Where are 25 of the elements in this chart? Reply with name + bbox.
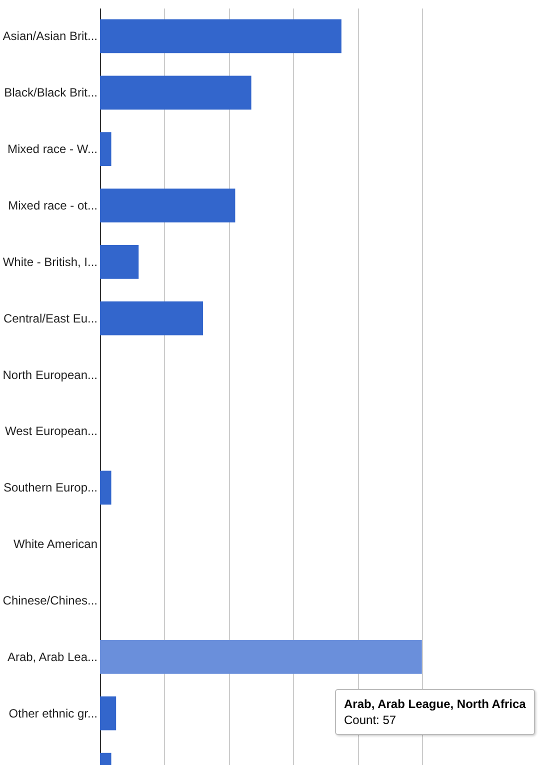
y-tick-label: Mixed race - ot... — [8, 198, 98, 212]
y-tick-label: Asian/Asian Brit... — [2, 29, 98, 44]
y-tick-label: North European... — [2, 368, 98, 382]
y-tick-label: Central/East Eu... — [3, 311, 98, 326]
bar — [100, 301, 204, 336]
annotation: Count: 57 — [344, 713, 396, 727]
y-tick-label: Southern Europ... — [3, 480, 98, 495]
bar — [100, 696, 116, 730]
y-tick-label: Black/Black Brit... — [4, 86, 98, 100]
annotation: Arab, Arab League, North Africa — [344, 696, 526, 712]
bar — [100, 640, 422, 674]
bar — [100, 470, 112, 505]
y-tick-label: Other ethnic gr... — [8, 706, 98, 720]
y-tick-label: Chinese/Chines... — [2, 594, 98, 608]
bar — [100, 188, 236, 222]
y-tick-label: Arab, Arab Lea... — [7, 650, 98, 664]
y-tick-label: West European... — [5, 424, 98, 438]
bar — [100, 245, 139, 279]
tooltip: Arab, Arab League, North Africa Count: 57 — [335, 689, 535, 735]
y-tick-label: White - British, I... — [2, 254, 98, 269]
bar — [100, 132, 112, 166]
bar — [100, 19, 342, 54]
y-tick-label: Mixed race - W... — [7, 142, 98, 156]
y-tick-label: White American — [13, 537, 98, 552]
bar — [100, 76, 252, 110]
